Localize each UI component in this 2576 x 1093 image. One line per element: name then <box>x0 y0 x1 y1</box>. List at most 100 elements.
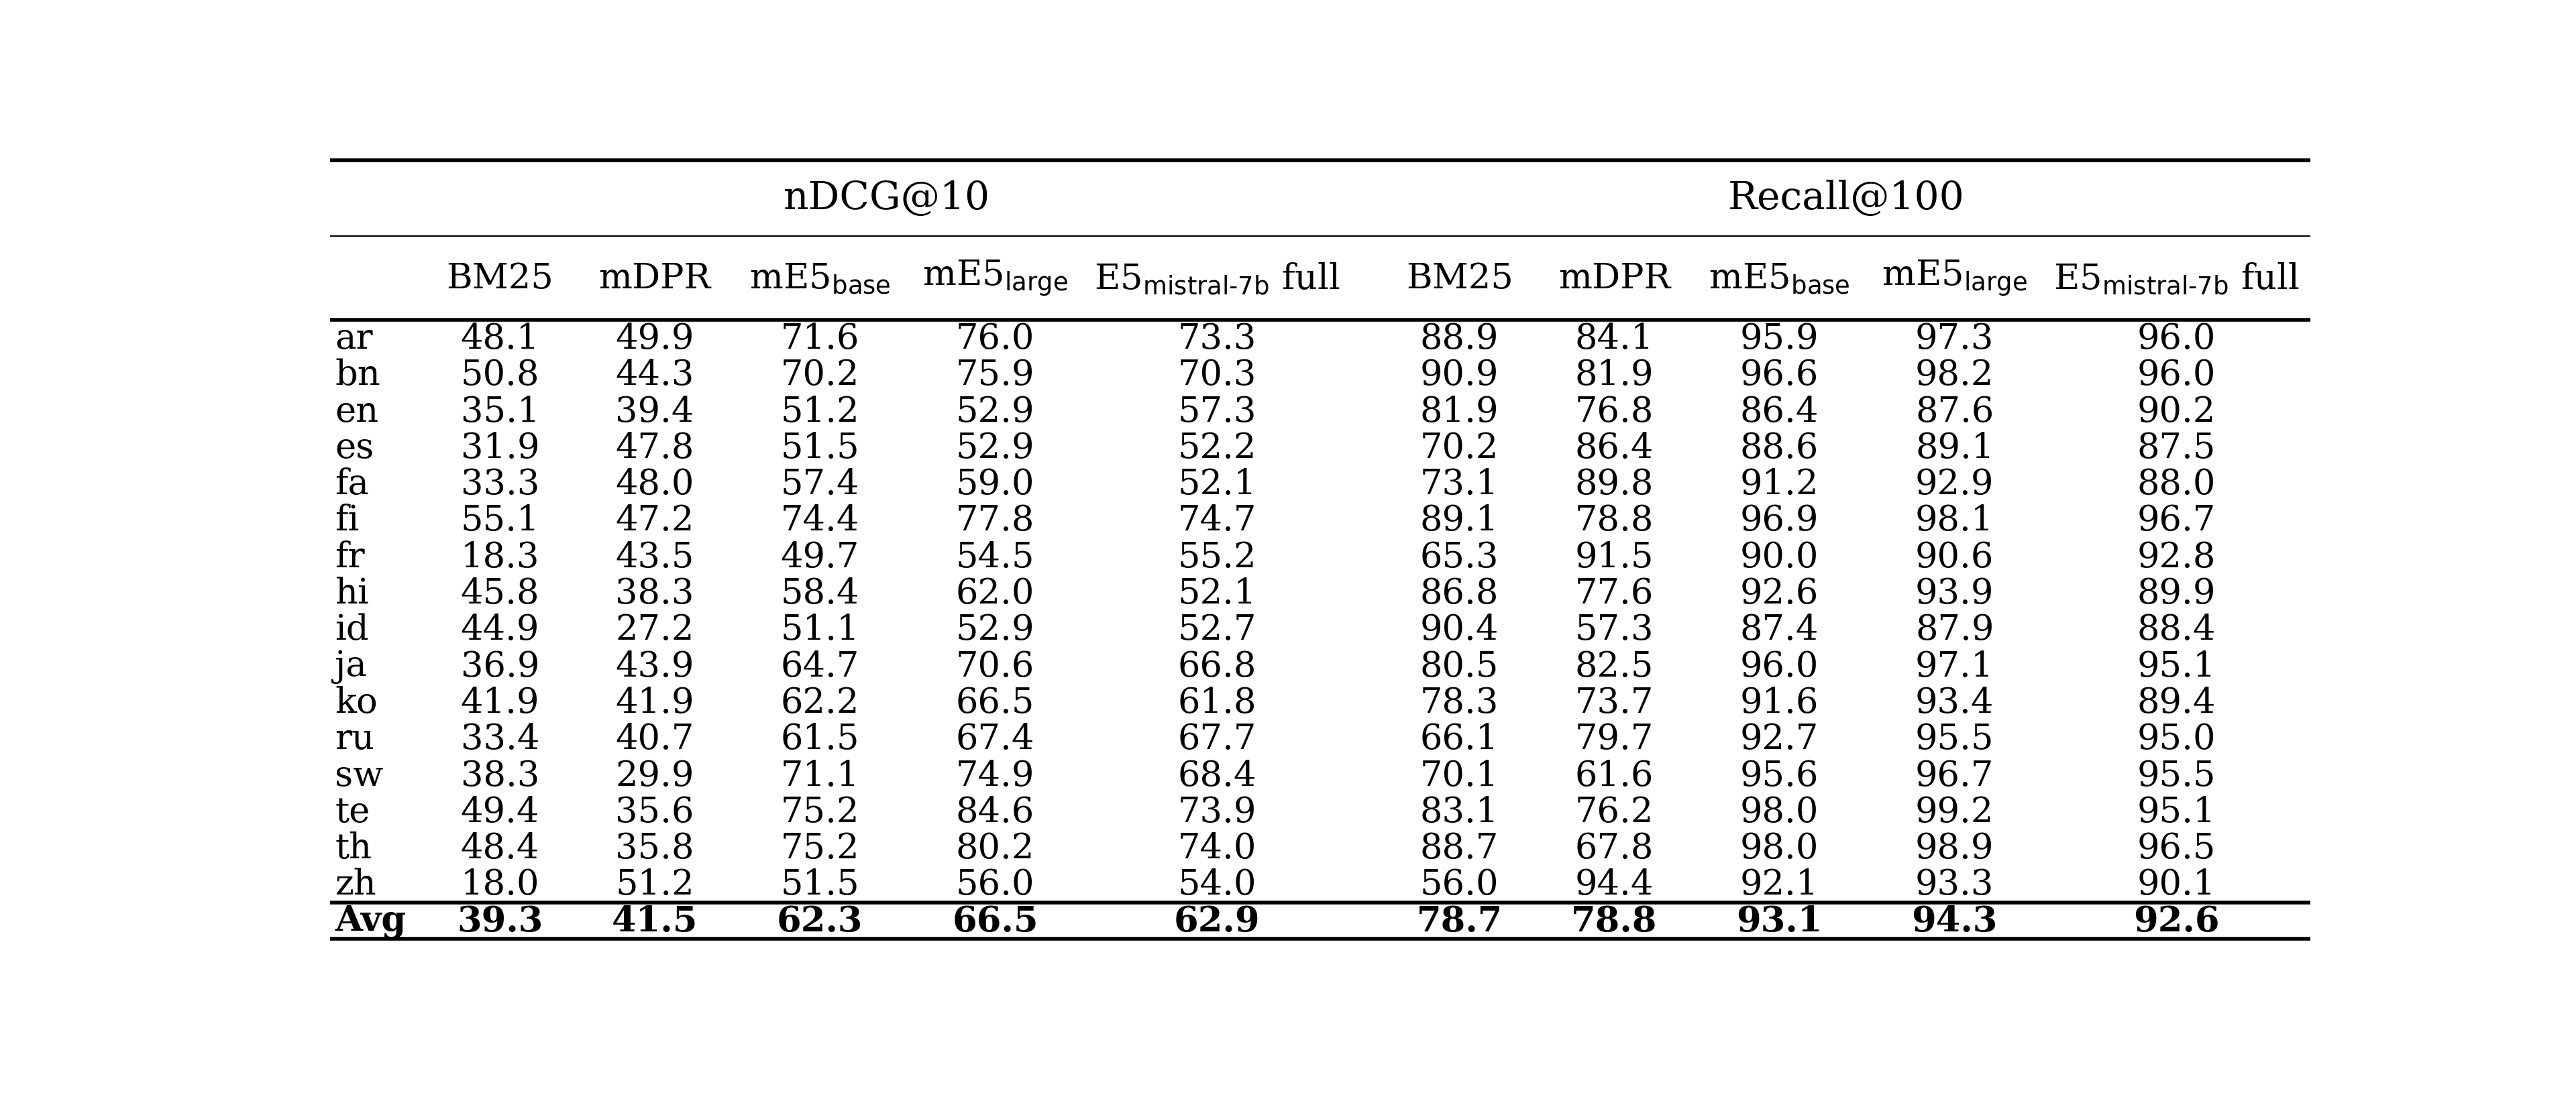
Text: 95.5: 95.5 <box>1914 721 1994 756</box>
Text: 88.9: 88.9 <box>1419 321 1499 356</box>
Text: 86.8: 86.8 <box>1419 576 1499 611</box>
Text: 92.9: 92.9 <box>1917 467 1994 502</box>
Text: te: te <box>335 795 371 828</box>
Text: 65.3: 65.3 <box>1419 540 1499 574</box>
Text: 70.3: 70.3 <box>1177 359 1257 392</box>
Text: 95.0: 95.0 <box>2138 721 2215 756</box>
Text: 82.5: 82.5 <box>1574 649 1654 683</box>
Text: 64.7: 64.7 <box>781 649 860 683</box>
Text: 52.9: 52.9 <box>956 431 1036 465</box>
Text: 74.0: 74.0 <box>1177 831 1257 866</box>
Text: 68.4: 68.4 <box>1177 759 1257 792</box>
Text: 18.3: 18.3 <box>461 540 538 574</box>
Text: 33.4: 33.4 <box>461 721 538 756</box>
Text: 73.1: 73.1 <box>1419 467 1499 502</box>
Text: 86.4: 86.4 <box>1739 395 1819 428</box>
Text: 48.0: 48.0 <box>616 467 693 502</box>
Text: BM25: BM25 <box>1406 261 1512 295</box>
Text: 52.2: 52.2 <box>1177 431 1257 465</box>
Text: 61.5: 61.5 <box>781 721 860 756</box>
Text: 96.5: 96.5 <box>2138 831 2215 866</box>
Text: 48.4: 48.4 <box>461 831 538 866</box>
Text: 94.3: 94.3 <box>1911 904 1999 938</box>
Text: 90.1: 90.1 <box>2138 868 2215 902</box>
Text: 74.9: 74.9 <box>956 759 1036 792</box>
Text: mDPR: mDPR <box>598 261 711 295</box>
Text: 55.1: 55.1 <box>461 504 538 538</box>
Text: 51.5: 51.5 <box>781 431 860 465</box>
Text: 40.7: 40.7 <box>616 721 693 756</box>
Text: 98.9: 98.9 <box>1917 831 1994 866</box>
Text: 92.1: 92.1 <box>1739 868 1819 902</box>
Text: 77.8: 77.8 <box>956 504 1036 538</box>
Text: ru: ru <box>335 721 374 756</box>
Text: 41.9: 41.9 <box>616 685 693 719</box>
Text: 52.1: 52.1 <box>1177 467 1257 502</box>
Text: 95.1: 95.1 <box>2138 649 2215 683</box>
Text: 66.1: 66.1 <box>1419 721 1499 756</box>
Text: 80.5: 80.5 <box>1419 649 1499 683</box>
Text: 75.9: 75.9 <box>956 359 1036 392</box>
Text: 54.5: 54.5 <box>956 540 1036 574</box>
Text: 84.1: 84.1 <box>1574 321 1654 356</box>
Text: 95.1: 95.1 <box>2138 795 2215 828</box>
Text: 62.3: 62.3 <box>778 904 863 938</box>
Text: 70.2: 70.2 <box>781 359 860 392</box>
Text: bn: bn <box>335 359 381 392</box>
Text: 52.7: 52.7 <box>1177 613 1257 647</box>
Text: 98.0: 98.0 <box>1739 795 1819 828</box>
Text: 95.6: 95.6 <box>1739 759 1819 792</box>
Text: 38.3: 38.3 <box>616 576 693 611</box>
Text: 41.9: 41.9 <box>461 685 538 719</box>
Text: 35.8: 35.8 <box>616 831 693 866</box>
Text: 91.6: 91.6 <box>1739 685 1819 719</box>
Text: 81.9: 81.9 <box>1419 395 1499 428</box>
Text: 90.0: 90.0 <box>1739 540 1819 574</box>
Text: 90.9: 90.9 <box>1419 359 1499 392</box>
Text: 87.9: 87.9 <box>1917 613 1994 647</box>
Text: 73.3: 73.3 <box>1177 321 1257 356</box>
Text: 97.3: 97.3 <box>1917 321 1994 356</box>
Text: 98.0: 98.0 <box>1739 831 1819 866</box>
Text: 98.1: 98.1 <box>1917 504 1994 538</box>
Text: zh: zh <box>335 868 376 902</box>
Text: 59.0: 59.0 <box>956 467 1036 502</box>
Text: sw: sw <box>335 759 384 792</box>
Text: mE5$_{\rm base}$: mE5$_{\rm base}$ <box>750 261 891 295</box>
Text: mE5$_{\rm large}$: mE5$_{\rm large}$ <box>1883 259 2027 298</box>
Text: es: es <box>335 431 374 465</box>
Text: 71.1: 71.1 <box>781 759 860 792</box>
Text: 58.4: 58.4 <box>781 576 860 611</box>
Text: 94.4: 94.4 <box>1574 868 1654 902</box>
Text: 84.6: 84.6 <box>956 795 1036 828</box>
Text: 27.2: 27.2 <box>616 613 693 647</box>
Text: 41.5: 41.5 <box>611 904 698 938</box>
Text: 67.4: 67.4 <box>956 721 1036 756</box>
Text: E5$_{\rm mistral\text{-}7b}$ full: E5$_{\rm mistral\text{-}7b}$ full <box>1095 261 1340 296</box>
Text: 76.2: 76.2 <box>1574 795 1654 828</box>
Text: 52.9: 52.9 <box>956 613 1036 647</box>
Text: 54.0: 54.0 <box>1177 868 1257 902</box>
Text: 51.2: 51.2 <box>616 868 693 902</box>
Text: id: id <box>335 613 368 647</box>
Text: 67.7: 67.7 <box>1177 721 1257 756</box>
Text: ar: ar <box>335 321 374 356</box>
Text: 89.1: 89.1 <box>1917 431 1994 465</box>
Text: 66.5: 66.5 <box>953 904 1038 938</box>
Text: 91.5: 91.5 <box>1574 540 1654 574</box>
Text: 88.4: 88.4 <box>2138 613 2215 647</box>
Text: 73.9: 73.9 <box>1177 795 1257 828</box>
Text: 87.6: 87.6 <box>1917 395 1994 428</box>
Text: Recall@100: Recall@100 <box>1728 179 1965 218</box>
Text: 49.4: 49.4 <box>461 795 538 828</box>
Text: 80.2: 80.2 <box>956 831 1036 866</box>
Text: 57.3: 57.3 <box>1574 613 1654 647</box>
Text: 47.8: 47.8 <box>616 431 693 465</box>
Text: 96.6: 96.6 <box>1739 359 1819 392</box>
Text: 96.7: 96.7 <box>1917 759 1994 792</box>
Text: 78.3: 78.3 <box>1419 685 1499 719</box>
Text: 95.9: 95.9 <box>1739 321 1819 356</box>
Text: 93.9: 93.9 <box>1917 576 1994 611</box>
Text: 95.5: 95.5 <box>2138 759 2215 792</box>
Text: ja: ja <box>335 649 368 683</box>
